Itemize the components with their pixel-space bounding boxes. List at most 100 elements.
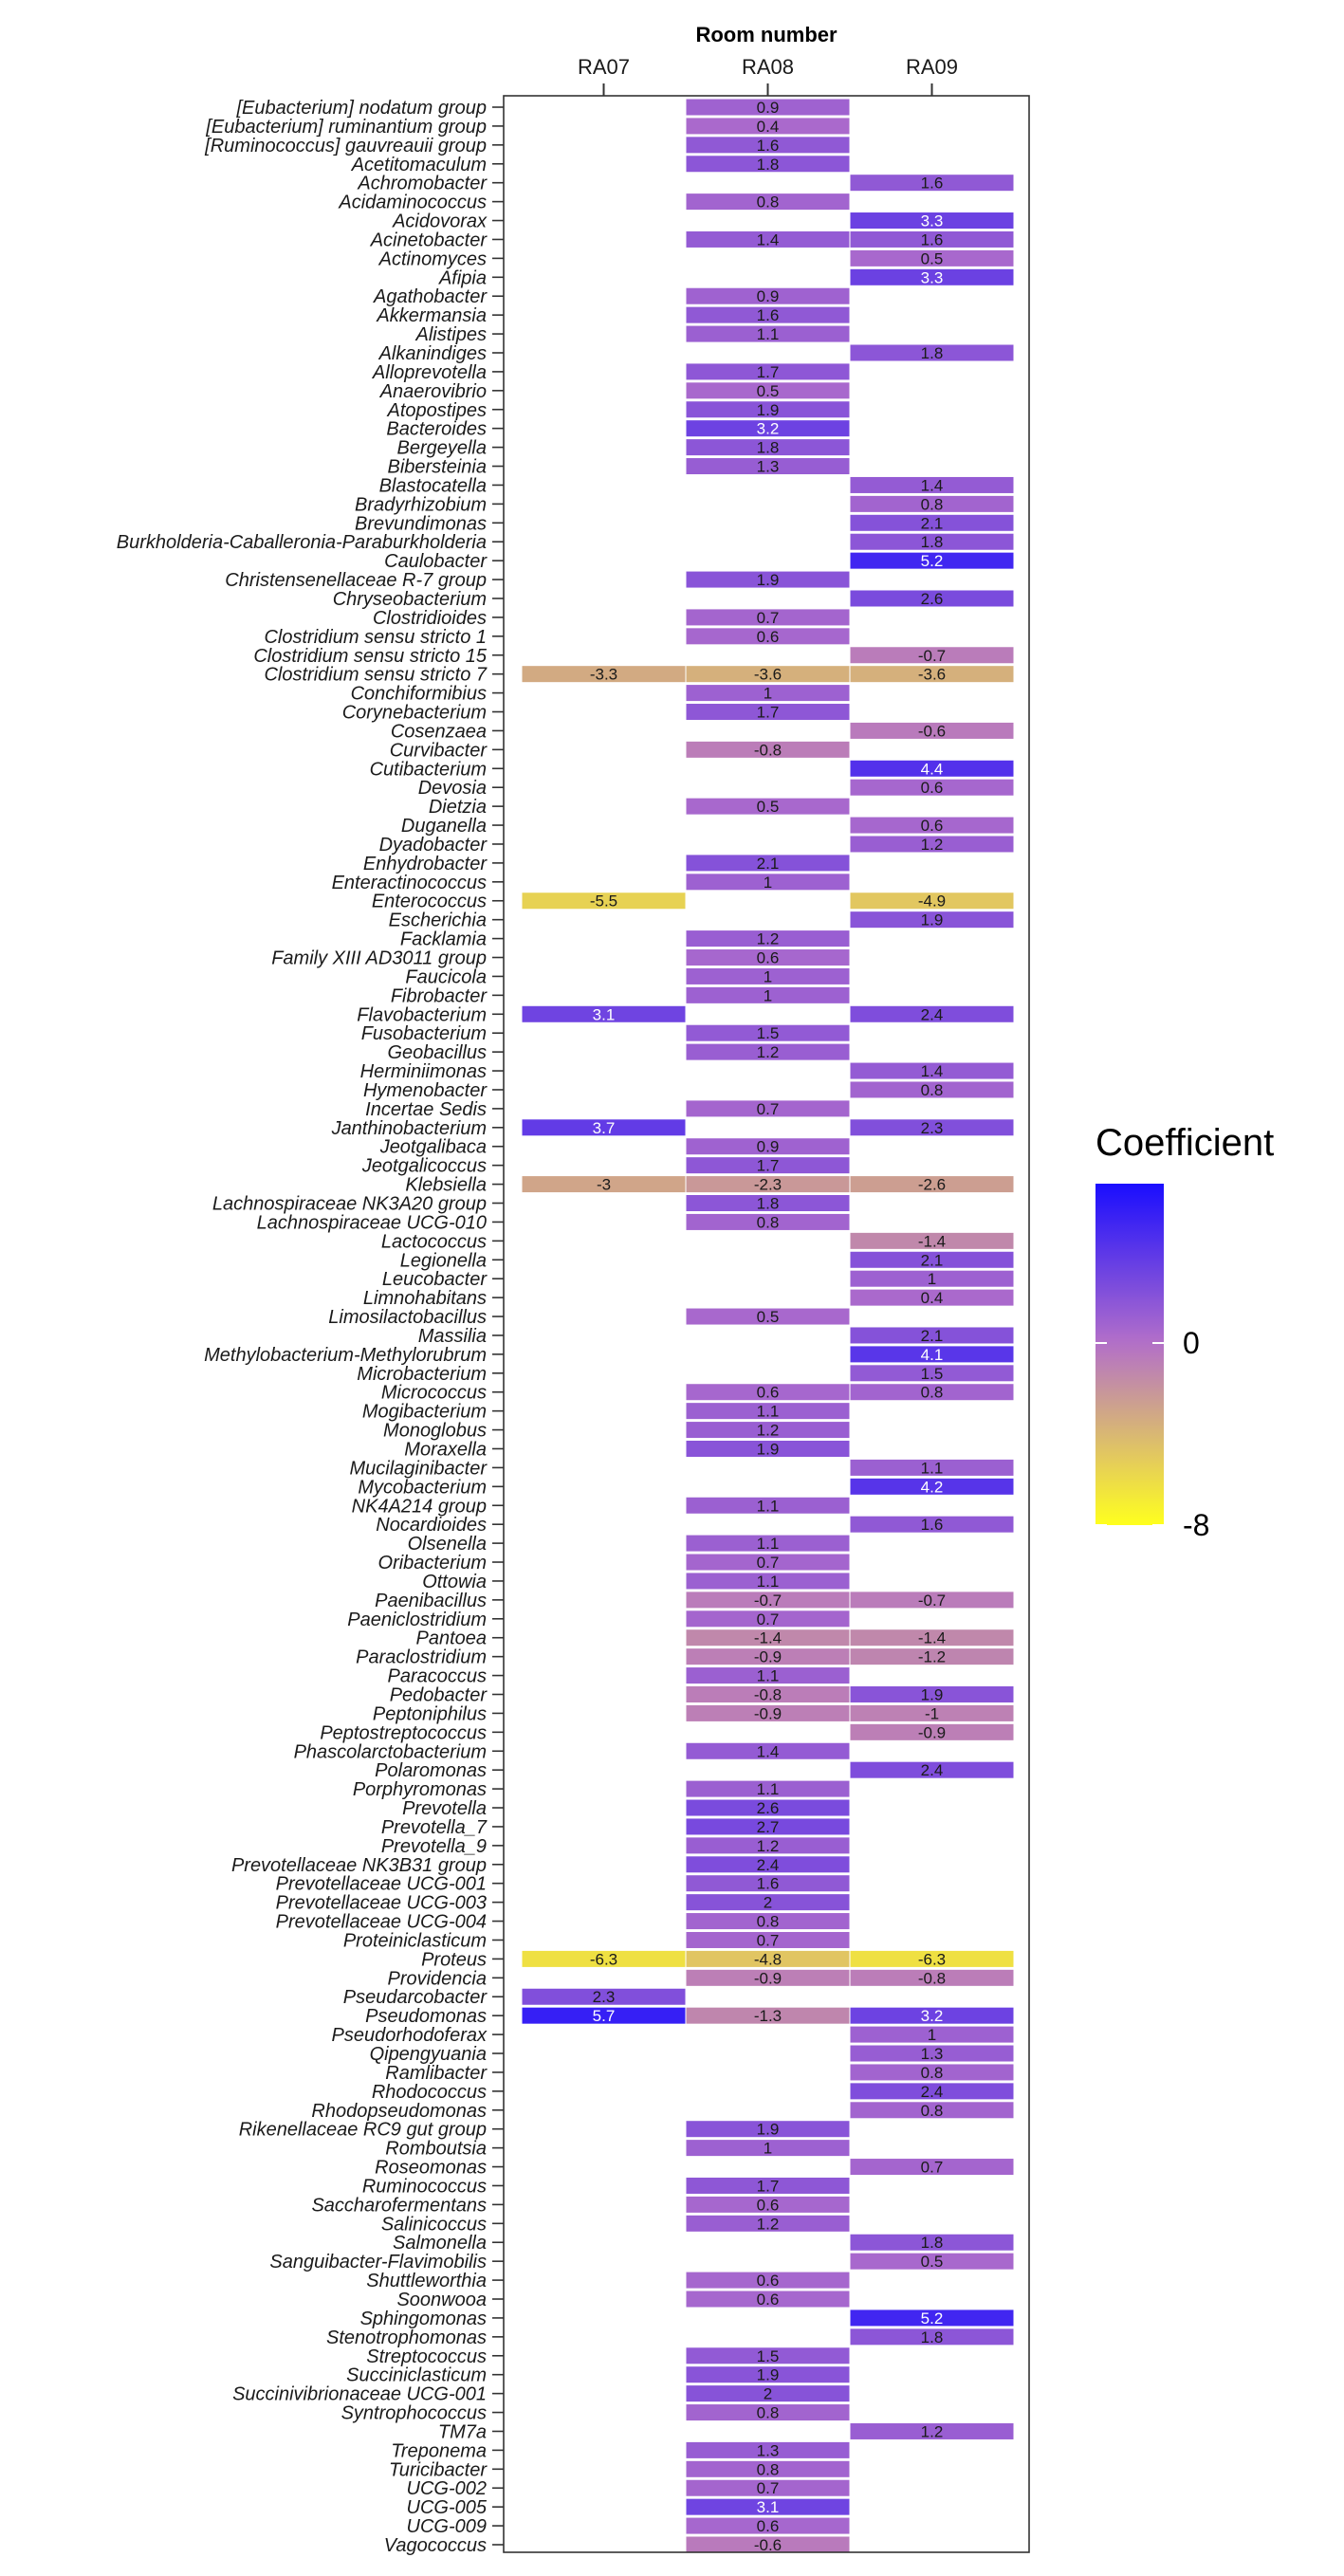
cell-value-label: 2.7 xyxy=(757,1818,780,1836)
cell-value-label: 1.9 xyxy=(757,401,780,419)
y-tick-label: Lactococcus xyxy=(381,1231,487,1252)
heatmap-cell xyxy=(685,1553,851,1572)
y-tick-label: Atopostipes xyxy=(386,400,487,421)
heatmap-cell xyxy=(849,2328,1015,2346)
cell-value-label: 0.7 xyxy=(757,609,780,627)
y-tick-label: Succinivibrionaceae UCG-001 xyxy=(232,2384,487,2405)
heatmap-cell xyxy=(849,835,1015,854)
y-tick-label: Streptococcus xyxy=(366,2346,487,2367)
y-tick-label: Pantoea xyxy=(415,1628,487,1649)
heatmap-cell xyxy=(849,1364,1015,1383)
cell-value-label: 3.3 xyxy=(921,268,944,286)
heatmap-cell xyxy=(685,1402,851,1421)
y-tick-label: Oribacterium xyxy=(378,1553,487,1573)
y-tick-label: Moraxella xyxy=(404,1439,487,1460)
heatmap-cell xyxy=(685,2459,851,2478)
legend-ticks: 0 -8 xyxy=(1095,1326,1209,1542)
heatmap-cell xyxy=(685,740,851,759)
heatmap-cell xyxy=(849,267,1015,286)
cell-value-label: 0.8 xyxy=(921,495,944,513)
legend-title: Coefficient xyxy=(1095,1122,1274,1164)
heatmap-cell xyxy=(849,532,1015,551)
y-tick-label: Phascolarctobacterium xyxy=(294,1741,487,1762)
cell-value-label: 1.2 xyxy=(921,2422,944,2440)
y-tick-label: NK4A214 group xyxy=(352,1496,487,1517)
heatmap-cell xyxy=(685,873,851,892)
heatmap-cell xyxy=(685,193,851,212)
y-tick-label: Burkholderia-Caballeronia-Paraburkholder… xyxy=(117,532,487,553)
cell-value-label: 2.6 xyxy=(921,590,944,608)
cell-value-label: 1.6 xyxy=(757,1875,780,1893)
y-tick-label: Achromobacter xyxy=(357,174,488,194)
cell-value-label: 3.1 xyxy=(593,1005,616,1023)
y-tick-label: Geobacillus xyxy=(387,1042,487,1063)
heatmap-cell xyxy=(685,2290,851,2309)
heatmap-cell xyxy=(685,286,851,305)
heatmap-cell xyxy=(849,1647,1015,1666)
heatmap-cell xyxy=(849,1458,1015,1477)
cell-value-label: 1.5 xyxy=(757,1024,780,1042)
heatmap-cell xyxy=(849,2044,1015,2063)
heatmap-cell xyxy=(685,985,851,1004)
cell-value-label: 0.5 xyxy=(757,798,780,816)
y-tick-label: Treponema xyxy=(391,2440,487,2461)
y-tick-label: Curvibacter xyxy=(390,740,488,761)
cell-value-label: 1.9 xyxy=(921,911,944,929)
heatmap-cell xyxy=(849,2309,1015,2328)
heatmap-cell xyxy=(685,1893,851,1912)
heatmap-cell xyxy=(685,2346,851,2365)
heatmap-cell xyxy=(685,400,851,419)
y-tick-label: Jeotgalibaca xyxy=(379,1137,487,1158)
cell-value-label: 1.5 xyxy=(757,2347,780,2365)
y-tick-label: Paenibacillus xyxy=(375,1591,487,1611)
cell-value-label: 1 xyxy=(764,967,772,985)
cell-value-label: 1 xyxy=(928,1270,936,1288)
cell-value-label: 5.2 xyxy=(921,552,944,570)
cell-value-label: -3.6 xyxy=(918,666,946,684)
heatmap-cell xyxy=(685,1212,851,1231)
y-tick-label: Mycobacterium xyxy=(358,1477,487,1498)
heatmap-cell xyxy=(849,551,1015,570)
heatmap-cell xyxy=(849,2158,1015,2177)
cell-value-label: 0.9 xyxy=(757,1138,780,1156)
cell-value-label: 0.6 xyxy=(757,2517,780,2535)
cell-value-label: 1.9 xyxy=(757,571,780,589)
heatmap-cell xyxy=(849,759,1015,778)
y-tick-label: Janthinobacterium xyxy=(331,1118,487,1139)
y-axis: [Eubacterium] nodatum group[Eubacterium]… xyxy=(117,98,504,2556)
y-tick-label: Fibrobacter xyxy=(391,985,488,1006)
cell-value-label: 0.7 xyxy=(757,1100,780,1118)
cell-value-label: 1.1 xyxy=(757,1535,780,1553)
heatmap-cell xyxy=(849,1326,1015,1345)
heatmap-cell xyxy=(685,1817,851,1836)
cell-value-label: 3.2 xyxy=(757,420,780,438)
cell-value-label: 1.8 xyxy=(921,2234,944,2252)
legend: Coefficient 0 -8 xyxy=(1095,1122,1274,1542)
heatmap-cell xyxy=(849,1515,1015,1534)
cell-value-label: 0.6 xyxy=(921,779,944,797)
cell-value-label: 1.6 xyxy=(757,306,780,324)
cell-value-label: 5.2 xyxy=(921,2309,944,2328)
cell-value-label: 0.5 xyxy=(757,1308,780,1326)
heatmap-cell xyxy=(849,174,1015,193)
cell-value-label: 0.4 xyxy=(757,118,780,136)
cell-value-label: -3.3 xyxy=(590,666,617,684)
y-tick-label: Rikenellaceae RC9 gut group xyxy=(239,2120,487,2141)
cell-value-label: -4.9 xyxy=(918,892,946,911)
cell-value-label: 1.9 xyxy=(757,2121,780,2139)
heatmap-cell xyxy=(685,1307,851,1326)
y-tick-label: Rhodococcus xyxy=(372,2082,487,2103)
heatmap-cell xyxy=(849,2421,1015,2440)
cell-value-label: -1 xyxy=(925,1704,939,1722)
cell-value-label: 1.4 xyxy=(757,230,780,248)
y-tick-label: Limnohabitans xyxy=(363,1288,487,1309)
y-tick-label: Jeotgalicoccus xyxy=(361,1156,487,1177)
y-tick-label: Brevundimonas xyxy=(355,513,487,534)
y-tick-label: Blastocatella xyxy=(379,475,487,496)
y-tick-label: Micrococcus xyxy=(381,1383,487,1404)
heatmap-cell xyxy=(849,1080,1015,1099)
y-tick-label: Salinicoccus xyxy=(381,2214,487,2235)
heatmap-cell xyxy=(685,1666,851,1685)
cell-value-label: 1.7 xyxy=(757,704,780,722)
heatmap-cell xyxy=(685,2384,851,2403)
